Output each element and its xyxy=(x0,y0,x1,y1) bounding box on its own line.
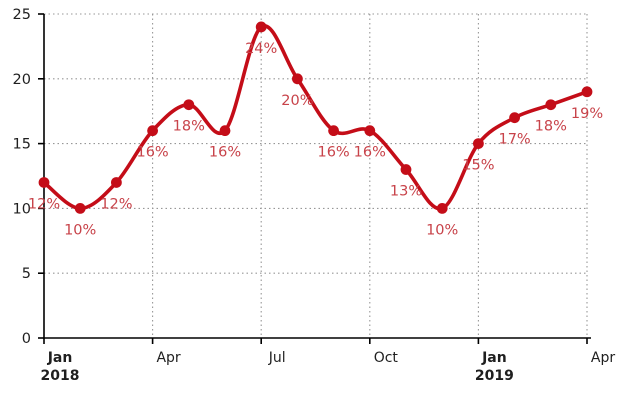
data-point xyxy=(400,164,412,175)
x-axis-label: Oct xyxy=(374,350,399,366)
data-point xyxy=(111,177,122,188)
data-point xyxy=(509,112,520,124)
x-axis-label: Jan xyxy=(481,350,507,366)
data-point-label: 20% xyxy=(281,93,313,109)
data-point xyxy=(364,125,376,137)
data-point-label: 17% xyxy=(498,132,530,148)
data-point-label: 18% xyxy=(173,119,205,135)
data-point xyxy=(581,86,593,98)
x-axis-label: Jul xyxy=(268,350,286,366)
data-point-label: 24% xyxy=(245,41,277,57)
data-point-label: 12% xyxy=(100,196,132,212)
data-point-label: 19% xyxy=(571,106,603,122)
y-axis-label: 15 xyxy=(13,137,31,153)
data-point-label: 16% xyxy=(209,145,241,161)
y-axis-label: 10 xyxy=(13,201,31,217)
data-point xyxy=(147,125,159,137)
x-axis-label: Apr xyxy=(156,350,180,366)
data-point xyxy=(219,125,231,137)
data-point xyxy=(183,99,195,111)
data-point xyxy=(255,21,267,33)
data-point-label: 12% xyxy=(28,196,60,212)
data-point xyxy=(328,125,339,137)
data-point xyxy=(74,203,86,214)
data-point xyxy=(292,73,303,85)
data-point-label: 16% xyxy=(136,145,168,161)
data-point xyxy=(38,177,50,188)
series-line xyxy=(42,24,589,211)
x-axis-label: Jan xyxy=(47,350,73,366)
data-point-label: 15% xyxy=(462,158,494,174)
data-point-label: 10% xyxy=(426,222,458,238)
x-axis-year-label: 2018 xyxy=(41,368,80,384)
data-point-label: 18% xyxy=(535,119,567,135)
y-axis-label: 5 xyxy=(22,266,31,282)
data-point-label: 16% xyxy=(317,145,349,161)
data-point xyxy=(473,138,484,150)
x-axis-year-label: 2019 xyxy=(475,368,514,384)
data-point-label: 13% xyxy=(390,184,422,200)
y-axis-label: 25 xyxy=(13,7,31,23)
data-point-label: 16% xyxy=(354,145,386,161)
data-point-label: 10% xyxy=(64,222,96,238)
data-point xyxy=(545,99,557,111)
y-axis-label: 0 xyxy=(22,331,31,347)
x-axis-label: Apr xyxy=(591,350,615,366)
data-point xyxy=(436,203,448,214)
y-axis-label: 20 xyxy=(13,72,31,88)
